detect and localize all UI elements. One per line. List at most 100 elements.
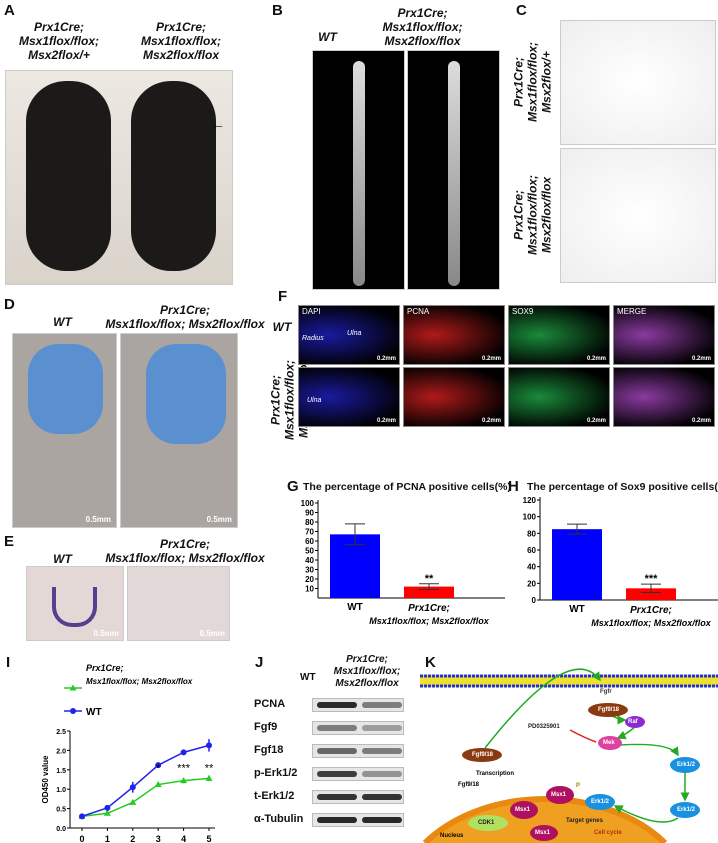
band [317,748,357,754]
y-tick-label: 30 [305,566,314,575]
limb-photo-mut [560,148,716,283]
blot-band [312,767,404,781]
arrow-label-ulna: Ulna [347,330,362,337]
band [317,725,357,731]
y-tick-label: 0.5 [56,807,66,814]
scale-bar: 0.5mm [93,629,119,638]
fluorescence-image: 0.2mm [298,367,400,427]
band [362,794,402,800]
genotype-line: Msx1flox/flox; Msx2flox/flox [525,175,553,256]
x-label-mut-l1: Prx1Cre; [630,605,672,616]
blot-row-label: α-Tubulin [254,813,304,825]
y-tick-label: 1.0 [56,787,66,794]
scale-bar: 0.2mm [691,356,711,362]
pathway-label: Erk1/2 [677,807,696,813]
pathway-label: Erk1/2 [677,762,696,768]
genotype-line: Prx1Cre; [268,374,282,426]
band [362,748,402,754]
panel-label-i: I [6,654,11,671]
pathway-label: Raf [628,719,638,725]
panel-f-mut-label: Prx1Cre;Msx1flox/flox; Msx2flox/flox [268,338,310,463]
blot-band [312,813,404,827]
pathway-label: P [576,783,581,789]
channel-label: MERGE [617,307,647,316]
microct-wt [312,50,405,290]
band [317,702,357,708]
series-line [81,777,210,818]
x-tick-label: 0 [79,834,84,843]
genotype-line: Prx1Cre; [397,6,448,20]
y-tick-label: 20 [305,575,314,584]
band [362,817,402,823]
panel-a-mut-label: Prx1Cre; Msx1flox/flox; Msx2flox/flox [122,20,240,62]
panel-label-h: H [508,478,519,495]
data-point [154,781,162,788]
band [362,771,402,777]
mouse-photo: ← [5,70,233,285]
y-tick-label: 100 [301,499,315,508]
y-tick-label: 40 [305,556,314,565]
y-tick-label: 60 [305,537,314,546]
y-tick-label: 90 [305,509,314,518]
nucleus-shape [422,796,668,843]
blot-row-label: PCNA [254,698,286,710]
pathway-label: Target genes [566,818,603,824]
channel-label: PCNA [407,307,430,316]
y-tick-label: 120 [523,496,537,505]
chart-h: 0 20 40 60 80 100 120 WT *** Prx1Cre; Msx1flox/flo… [523,496,718,628]
chart-h-title: The percentage of Sox9 positive cells(%) [527,481,718,493]
blot-band [312,698,404,712]
y-tick-label: 10 [305,585,314,594]
bar [404,586,454,598]
scale-bar: 0.2mm [586,356,606,362]
y-tick-label: 2.5 [56,729,66,736]
fluorescence-image: 0.2mm [508,367,610,427]
panel-label-e: E [4,533,15,550]
blot-band [312,721,404,735]
band [317,794,357,800]
data-point [180,777,188,784]
panel-e-mut-label: Prx1Cre; Msx1flox/flox; Msx2flox/flox [95,537,275,565]
panel-c-het-label: Prx1Cre; Msx1flox/flox; Msx2flox/+ [511,20,553,145]
genotype-line: Prx1Cre; [159,537,211,551]
y-tick-label: 80 [527,529,536,538]
blot-row-label: Fgf9 [254,721,278,733]
scale-bar: 0.5mm [199,629,225,638]
alcian-mut: 0.5mm [120,333,238,528]
genotype-line: Msx1flox/flox; Msx2flox/flox [382,20,463,48]
pathway-label: Msx1 [551,792,567,798]
genotype-line: Prx1Cre; [511,189,525,241]
band [362,725,402,731]
y-axis-label: OD450 value [41,755,50,804]
y-tick-label: 0.0 [56,826,66,833]
scale-bar: 0.2mm [691,418,711,424]
chart-i: 0.00.51.01.52.02.5012345DayOD450 value**… [41,663,215,843]
data-point [104,804,111,811]
channel-label: SOX9 [512,307,534,316]
band [317,817,357,823]
x-label-mut-l2: Msx1flox/flox; Msx2flox/flox [369,616,490,626]
data-point [206,742,212,749]
fluorescence-image: DAPI 0.2mm [298,305,400,365]
y-tick-label: 20 [527,579,536,588]
significance-label: ** [205,763,214,775]
panel-f-wt-label: WT [272,320,292,334]
y-tick-label: 1.5 [56,768,66,775]
panel-label-a: A [4,2,15,19]
x-label-wt: WT [569,604,585,615]
fluorescence-image: 0.2mm [403,367,505,427]
pathway-label: Transcription [476,771,515,777]
panel-e-wt-label: WT [53,552,72,566]
bar [626,588,676,600]
y-tick-label: 80 [305,518,314,527]
legend-marker [70,708,76,714]
x-label-wt: WT [347,602,363,613]
pathway-label: Erk1/2 [591,799,610,805]
genotype-line: Msx1flox/flox; Msx2flox/flox [105,551,265,565]
bar [552,529,602,600]
panel-label-k: K [425,654,436,671]
pathway-label: Nucleus [440,833,464,839]
arrow-icon: ← [211,116,225,132]
blot-col-mut: Prx1Cre; Msx1flox/flox; Msx2flox/flox [333,654,401,689]
